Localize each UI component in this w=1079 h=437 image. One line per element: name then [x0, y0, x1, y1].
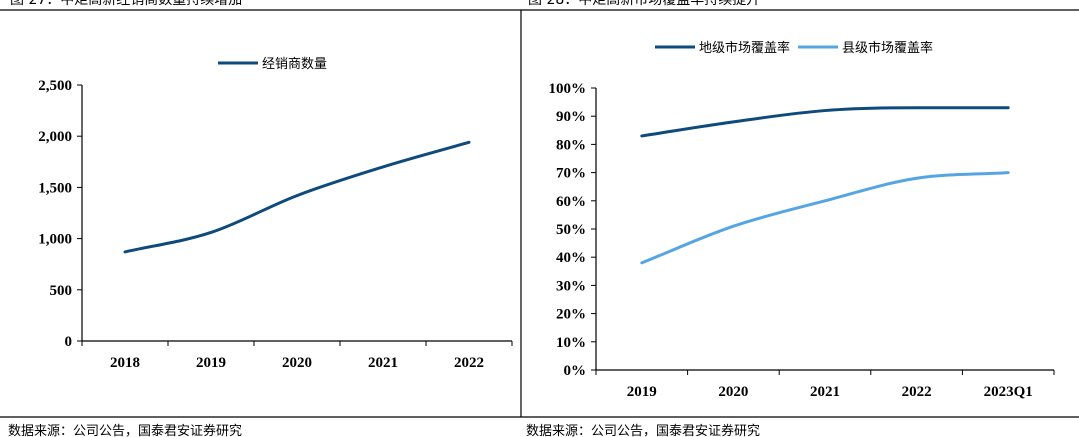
x-tick-label: 2022 [454, 355, 484, 371]
x-tick-label: 2019 [627, 384, 657, 400]
chart-distributors: 0 500 1,000 1,500 2,000 2,500 2018 2019 2020 202… [38, 57, 513, 371]
y-tick-label: 2,500 [38, 78, 72, 94]
y-tick-label: 0% [564, 363, 587, 379]
y-tick-label: 1,000 [38, 232, 72, 248]
x-tick-label: 2018 [110, 355, 140, 371]
y-tick-label: 70% [556, 166, 586, 182]
y-tick-label: 50% [556, 222, 586, 238]
left-x-tick-labels: 2018 2019 2020 2021 2022 [110, 355, 484, 371]
series-line-0 [640, 106, 1010, 138]
left-axes [77, 84, 513, 346]
source-left: 数据来源：公司公告，国泰君安证券研究 [8, 423, 242, 437]
x-tick-label: 2020 [718, 384, 748, 400]
y-tick-label: 80% [556, 137, 586, 153]
y-tick-label: 2,000 [38, 129, 72, 145]
figure-title-left: 图 27：中炬高新经销商数量持续增加 [10, 0, 242, 8]
x-tick-label: 2023Q1 [984, 384, 1033, 400]
legend-label-0: 经销商数量 [262, 57, 327, 72]
right-legend: 地级市场覆盖率 县级市场覆盖率 [655, 40, 933, 56]
y-tick-label: 100% [549, 81, 587, 97]
right-y-tick-labels: 0% 10% 20% 30% 40% 50% 60% 70% 80% 90% 100% [549, 81, 587, 379]
chart-coverage: 0%10%20%30%40%50%60%70%80%90%100% 2019 20… [549, 40, 1055, 400]
x-tick-label: 2022 [902, 384, 932, 400]
y-tick-label: 90% [556, 109, 586, 125]
y-tick-label: 60% [556, 194, 586, 210]
series-line-1 [640, 171, 1010, 265]
legend-label-1: 县级市场覆盖率 [842, 40, 933, 56]
right-series [640, 106, 1010, 265]
figure-title-right: 图 28：中炬高新市场覆盖率持续提升 [528, 0, 760, 8]
legend-label-0: 地级市场覆盖率 [699, 40, 790, 56]
y-tick-label: 500 [50, 283, 73, 299]
y-tick-label: 20% [556, 307, 586, 323]
x-tick-label: 2019 [196, 355, 226, 371]
left-legend: 经销商数量 [218, 57, 327, 72]
series-line-0 [123, 140, 471, 254]
y-tick-label: 0 [65, 334, 73, 350]
x-tick-label: 2021 [368, 355, 398, 371]
x-tick-label: 2021 [810, 384, 840, 400]
y-tick-label: 1,500 [38, 180, 72, 196]
y-tick-label: 40% [556, 250, 586, 266]
x-tick-label: 2020 [282, 355, 312, 371]
source-right: 数据来源：公司公告，国泰君安证券研究 [526, 423, 760, 437]
right-x-tick-labels: 2019 2020 2021 2022 2023Q1 [627, 384, 1033, 400]
right-axes [591, 87, 1055, 375]
left-y-tick-labels: 0 500 1,000 1,500 2,000 2,500 [38, 78, 72, 350]
y-tick-label: 30% [556, 278, 586, 294]
left-series [123, 140, 471, 254]
y-tick-label: 10% [556, 335, 586, 351]
